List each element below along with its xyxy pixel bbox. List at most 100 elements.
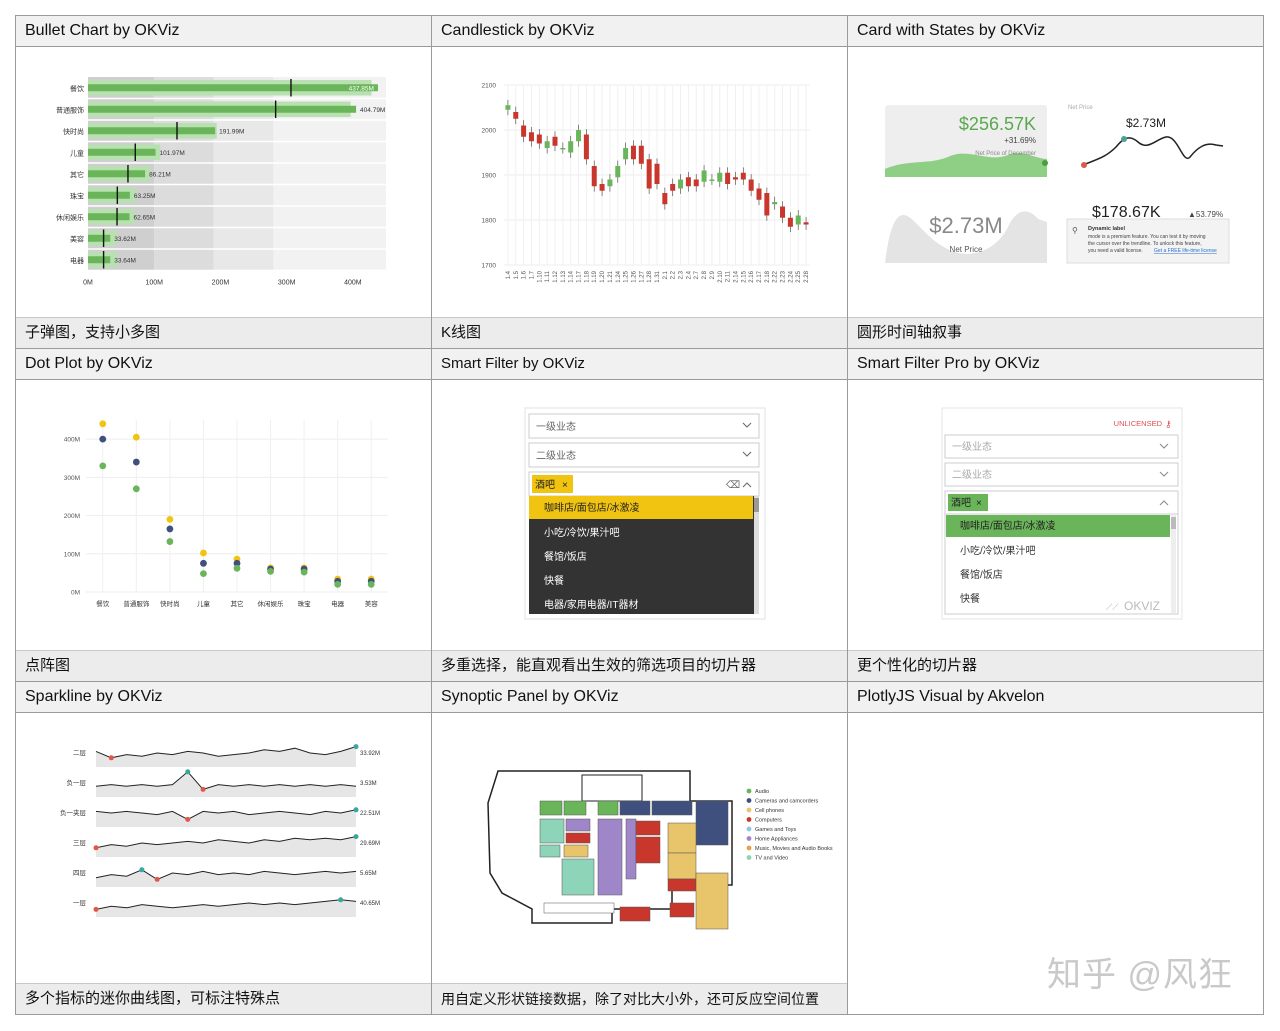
- list-item-selected[interactable]: [529, 496, 753, 519]
- list-item[interactable]: 小吃/冷饮/果汁吧: [960, 544, 1036, 557]
- dot-point: [166, 538, 174, 545]
- list-item[interactable]: 电器/家用电器/IT器材: [544, 598, 638, 611]
- scrollbar[interactable]: [754, 496, 759, 614]
- legend-marker: [746, 826, 752, 832]
- x-tick-label: 1.11: [545, 270, 551, 282]
- chevron-up-icon: [742, 482, 752, 488]
- min-point: [108, 755, 114, 761]
- candle-body: [544, 141, 550, 148]
- scrollbar-thumb[interactable]: [754, 498, 759, 512]
- x-tick-label: 儿童: [197, 599, 211, 608]
- max-point: [353, 834, 359, 840]
- x-tick-label: 2.25: [796, 270, 802, 282]
- category-label: 休闲娱乐: [56, 213, 84, 222]
- list-item[interactable]: 咖啡店/面包店/冰激凌: [544, 501, 640, 514]
- list-item[interactable]: 咖啡店/面包店/冰激凌: [960, 519, 1056, 532]
- x-tick-label: 快时尚: [160, 599, 180, 608]
- x-tick-label: 餐饮: [96, 599, 110, 608]
- chevron-down-icon: [1159, 443, 1169, 449]
- smart-filter-preview: 一级业态 二级业态 酒吧 × ⌫ 咖啡店/面包店/冰激凌 小吃/冷饮/果汁吧 餐…: [432, 380, 847, 650]
- list-item[interactable]: 快餐: [960, 592, 980, 605]
- bullet-bar: [88, 127, 216, 135]
- x-tick-label: 1.18: [584, 270, 590, 282]
- license-link[interactable]: Get a FREE life-time license: [1154, 248, 1217, 254]
- dot-point: [99, 435, 107, 443]
- sparkline-area: [96, 836, 356, 857]
- cell-title: Candlestick by OKViz: [432, 16, 847, 47]
- x-tick-label: 美容: [365, 599, 379, 608]
- y-tick-label: 1900: [482, 173, 497, 180]
- dropdown-level2[interactable]: [944, 462, 1179, 487]
- list-item-selected[interactable]: [946, 515, 1170, 537]
- candle-body: [748, 179, 754, 191]
- dropdown-level1[interactable]: [528, 413, 760, 439]
- candle-body: [583, 134, 589, 160]
- x-tick-label: 2.24: [788, 270, 794, 282]
- list-item[interactable]: 小吃/冷饮/果汁吧: [544, 526, 620, 539]
- scrollbar[interactable]: [1171, 515, 1176, 613]
- scrollbar-thumb[interactable]: [1171, 517, 1176, 529]
- chevron-down-icon: [742, 422, 752, 428]
- x-tick-label: 2.17: [757, 270, 763, 282]
- cell-caption: 多重选择，能直观看出生效的筛选项目的切片器: [432, 650, 847, 681]
- bullet-chart-preview: 餐饮 437.85M 普通服饰 404.79M 快时尚 191.99M 儿童 101.97M 其…: [16, 47, 431, 317]
- eraser-icon[interactable]: ⌫: [726, 480, 740, 491]
- list-item[interactable]: 快餐: [544, 574, 564, 587]
- selected-tag[interactable]: [532, 475, 573, 493]
- bullet-bar: [88, 105, 357, 113]
- category-label: 普通服饰: [56, 105, 84, 114]
- series-value: 22.51M: [360, 811, 380, 817]
- floor-plan-rooms: [539, 800, 729, 930]
- value-label: 191.99M: [219, 128, 244, 135]
- close-icon[interactable]: ×: [562, 480, 568, 491]
- sparkline: [95, 771, 357, 790]
- x-tick-label: 1.28: [647, 270, 653, 282]
- cell-caption: 点阵图: [16, 650, 431, 681]
- candle-body: [740, 172, 746, 180]
- candlestick-chart: 2100 2000 1900 1800 1700 1.4 1.5 1.6 1.7 1.10 1.11…: [482, 83, 811, 283]
- selected-tag-label: 酒吧: [951, 497, 971, 509]
- cell-caption: 子弹图，支持小多图: [16, 317, 431, 348]
- close-icon[interactable]: ×: [976, 498, 982, 509]
- candle-body: [513, 112, 519, 119]
- x-tick-label: 2.1: [663, 270, 669, 279]
- spark-label: Net Price: [1068, 105, 1093, 111]
- candle-body: [591, 166, 597, 187]
- premium-note: mode is a premium feature. You can test …: [1088, 234, 1207, 254]
- candle-body: [732, 177, 738, 180]
- x-tick-label: 1.4: [506, 270, 512, 279]
- y-tick-label: 200M: [64, 513, 80, 520]
- category-label: 电器: [70, 256, 84, 265]
- x-tick-label: 1.27: [639, 270, 645, 282]
- x-tick-label: 电器: [331, 599, 345, 608]
- dot-point: [300, 568, 308, 576]
- x-tick-label: 2.18: [765, 270, 771, 282]
- x-tick-label: 2.22: [773, 270, 779, 282]
- bullet-bar: [88, 148, 156, 156]
- x-tick-label: 0M: [83, 280, 93, 287]
- legend-marker: [746, 798, 752, 803]
- category-label: 快时尚: [63, 127, 84, 136]
- dot-point: [166, 525, 174, 533]
- list-item[interactable]: 餐馆/饭店: [544, 550, 587, 563]
- x-tick-label: 2.7: [694, 270, 700, 279]
- y-tick-label: 2000: [482, 128, 497, 135]
- legend-label: Home Appliances: [755, 837, 798, 843]
- candle-body: [646, 159, 652, 189]
- bullet-chart: 餐饮 437.85M 普通服饰 404.79M 快时尚 191.99M 儿童 101.97M 其…: [56, 77, 386, 287]
- dropdown-level2[interactable]: [528, 442, 760, 468]
- dot-plot: 400M 300M 200M 100M 0M 餐饮 普通服饰 快时尚 儿童 其它 休闲娱乐 珠宝 电器 美…: [64, 420, 388, 608]
- cell-title: Synoptic Panel by OKViz: [432, 682, 847, 713]
- x-tick-label: 2.23: [781, 270, 787, 282]
- candle-body: [630, 145, 636, 160]
- y-tick-label: 1700: [482, 263, 497, 270]
- candle-body: [654, 163, 660, 184]
- list-item[interactable]: 餐馆/饭店: [960, 568, 1003, 581]
- dot-point: [233, 564, 241, 572]
- x-tick-label: 400M: [344, 280, 362, 287]
- selected-tag[interactable]: [948, 494, 988, 511]
- sparkline: [95, 869, 357, 880]
- series-value: 40.65M: [360, 901, 380, 907]
- x-tick-label: 1.14: [569, 270, 575, 282]
- dropdown-level1[interactable]: [944, 434, 1179, 459]
